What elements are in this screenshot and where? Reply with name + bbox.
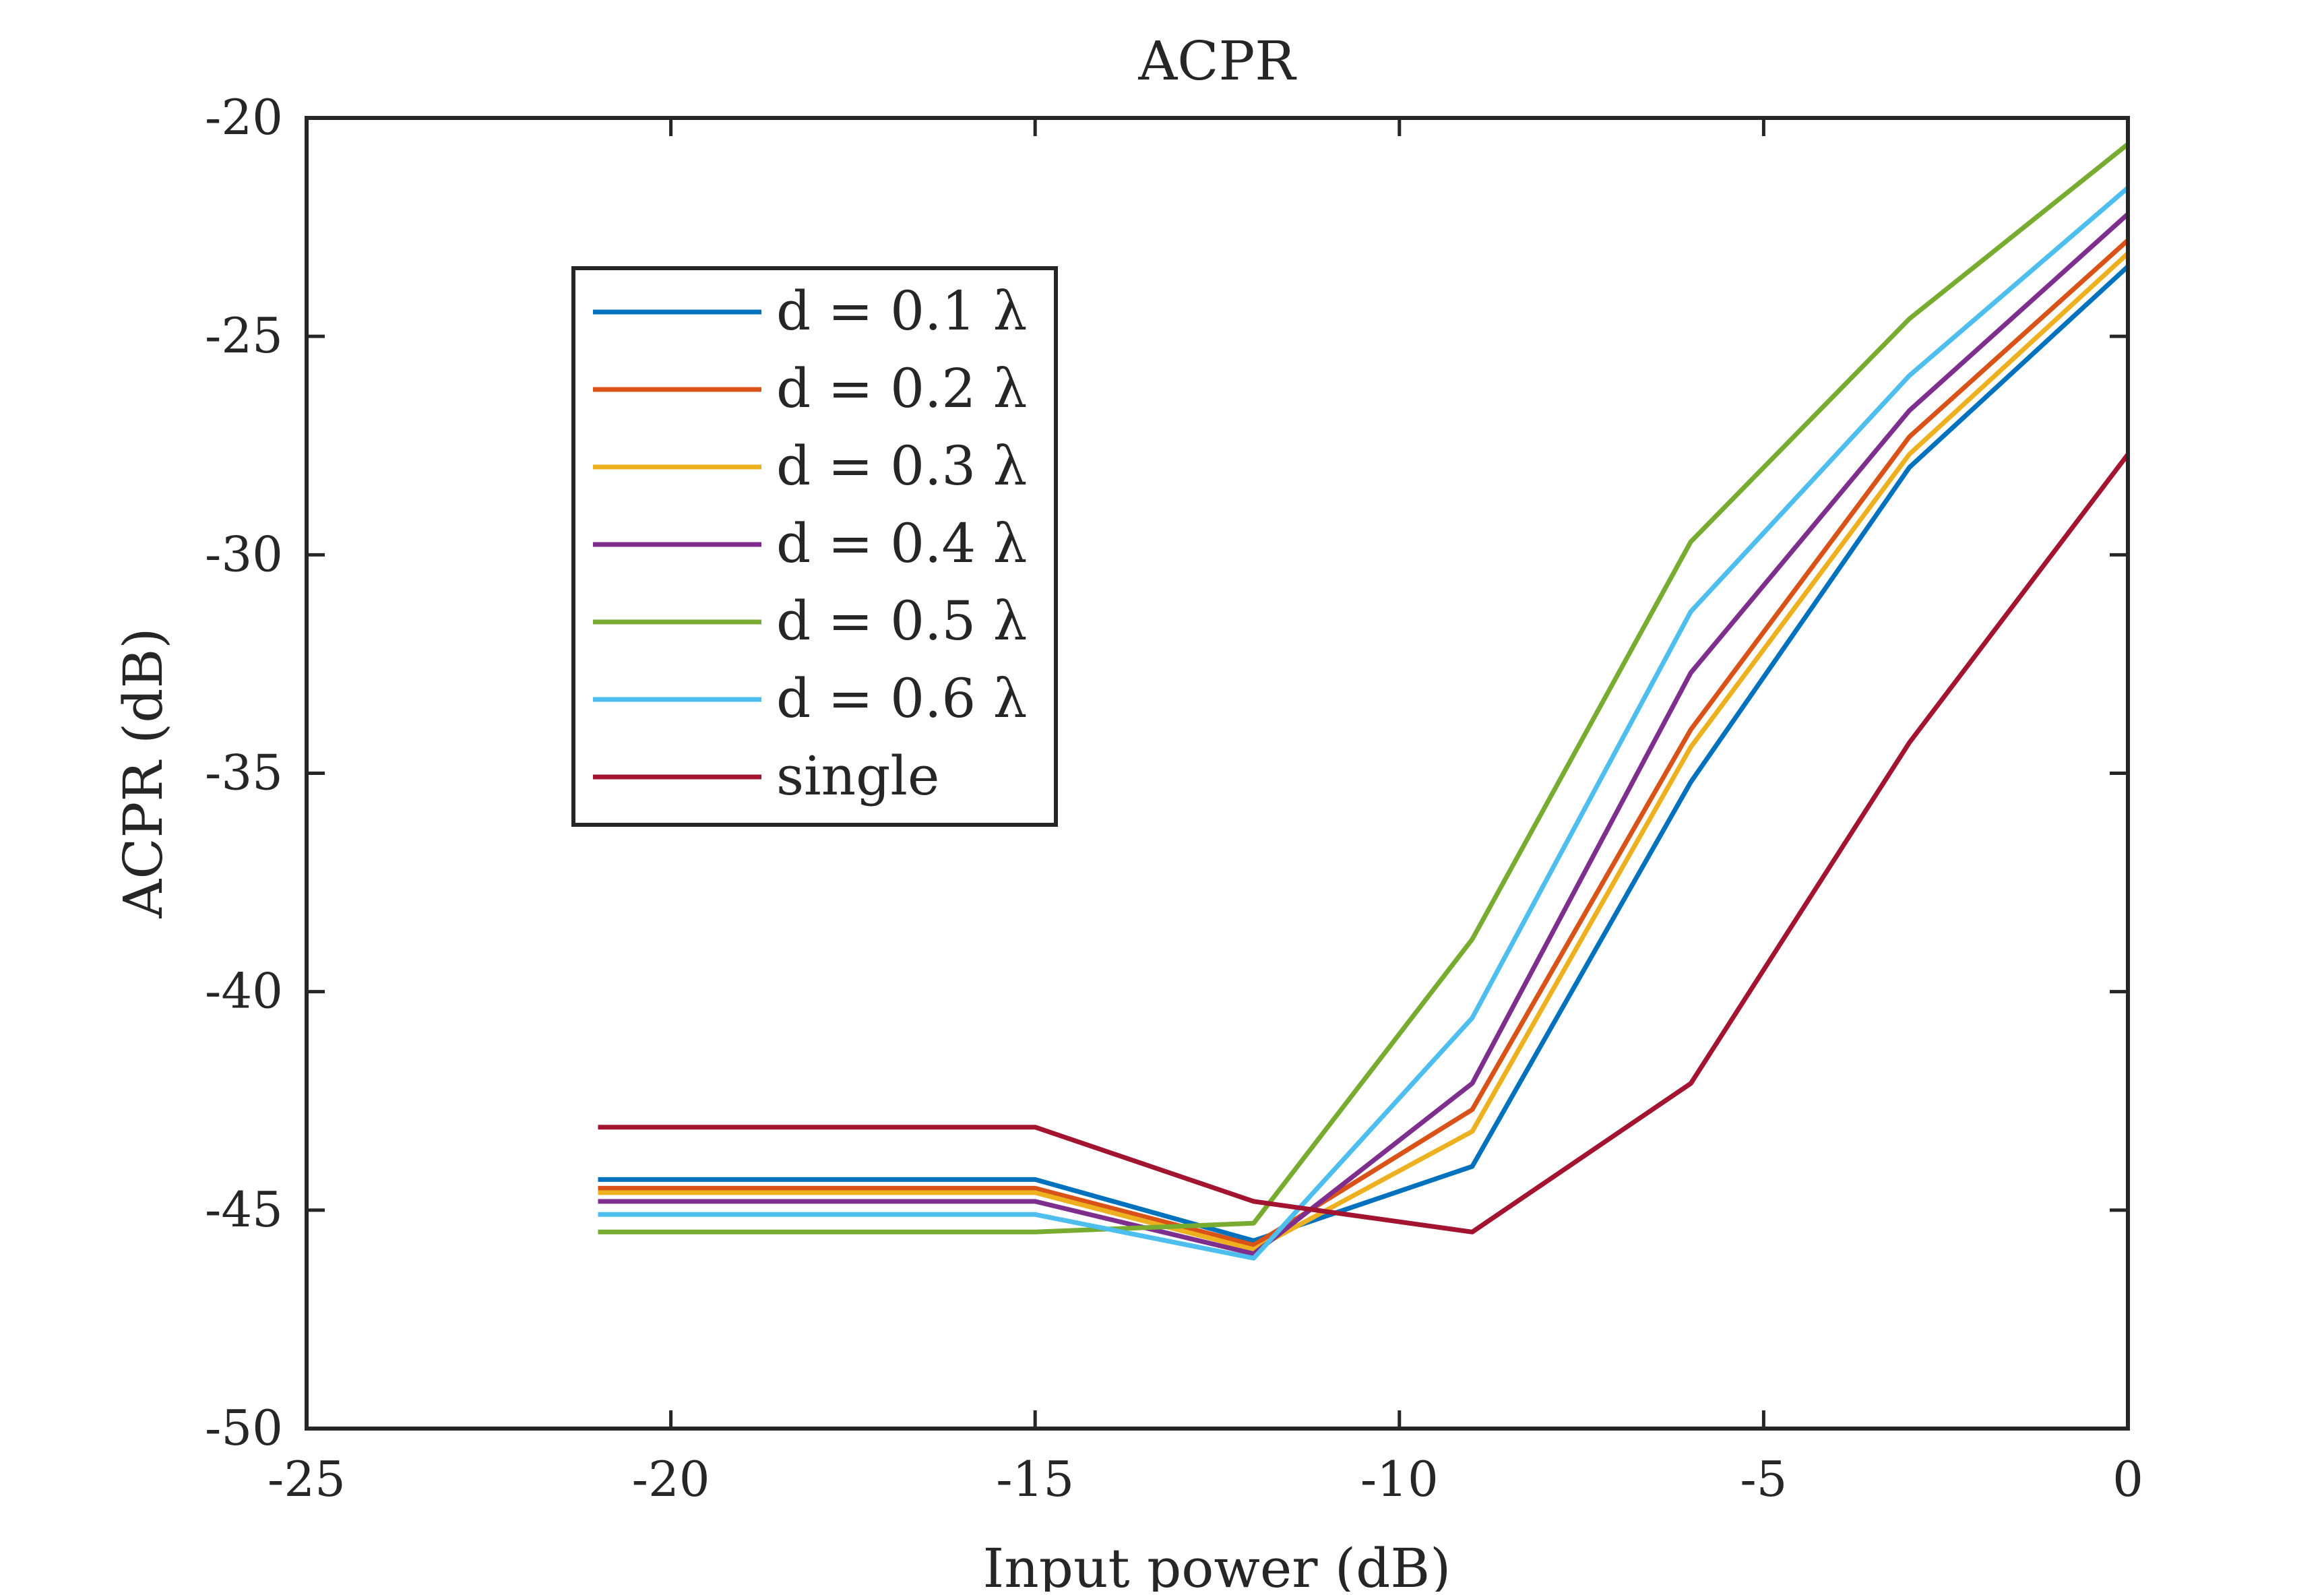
series-line-1 xyxy=(598,264,2130,1243)
y-tick-label: -20 xyxy=(205,89,283,146)
legend-label: d = 0.4 λ xyxy=(776,512,1027,575)
x-tick-label: 0 xyxy=(2112,1451,2143,1507)
series-line-5 xyxy=(598,142,2130,1234)
series-line-4 xyxy=(598,212,2130,1257)
legend-label: single xyxy=(776,745,939,807)
legend-label: d = 0.5 λ xyxy=(776,590,1027,652)
series-layer xyxy=(598,142,2130,1261)
x-tick-labels: -25 -20 -15 -10 -5 0 xyxy=(268,1451,2143,1507)
x-tick-label: -25 xyxy=(268,1451,346,1507)
legend-label: d = 0.6 λ xyxy=(776,667,1027,730)
x-tick-label: -15 xyxy=(996,1451,1074,1507)
x-axis-label: Input power (dB) xyxy=(983,1537,1451,1592)
y-tick-label: -30 xyxy=(205,526,283,582)
x-tick-label: -5 xyxy=(1740,1451,1787,1507)
y-tick-label: -45 xyxy=(205,1181,283,1238)
y-axis-label: ACPR (dB) xyxy=(112,628,175,919)
x-tick-label: -10 xyxy=(1360,1451,1439,1507)
y-tick-label: -25 xyxy=(205,307,283,364)
series-line-6 xyxy=(598,186,2130,1261)
series-line-7 xyxy=(598,453,2130,1234)
legend-label: d = 0.1 λ xyxy=(776,280,1027,342)
chart-title: ACPR xyxy=(1137,30,1297,92)
x-tick-label: -20 xyxy=(632,1451,710,1507)
legend: d = 0.1 λ d = 0.2 λ d = 0.3 λ d = 0.4 λ d = … xyxy=(571,266,1058,827)
y-tick-label: -35 xyxy=(205,745,283,801)
plot-frame xyxy=(305,116,2130,1431)
series-line-2 xyxy=(598,238,2130,1248)
y-tick-labels: -20 -25 -30 -35 -40 -45 -50 xyxy=(205,89,283,1456)
y-tick-label: -50 xyxy=(205,1400,283,1456)
legend-label: d = 0.3 λ xyxy=(776,435,1027,497)
legend-label: d = 0.2 λ xyxy=(776,357,1027,420)
series-line-3 xyxy=(598,251,2130,1252)
y-tick-label: -40 xyxy=(205,963,283,1020)
legend-items: d = 0.1 λ d = 0.2 λ d = 0.3 λ d = 0.4 λ d = … xyxy=(593,280,1027,807)
